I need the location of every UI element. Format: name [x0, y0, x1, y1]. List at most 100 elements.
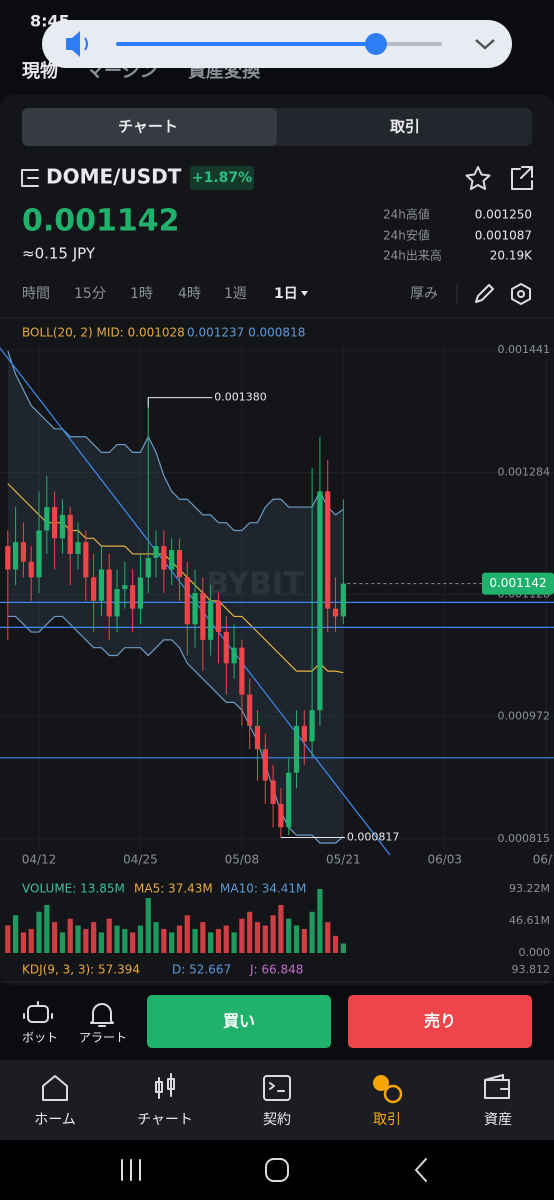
tab-spot[interactable]: 現物: [22, 60, 58, 82]
favorite-icon[interactable]: [465, 166, 491, 190]
trade-icon[interactable]: [373, 1075, 389, 1091]
candle-body: [106, 569, 112, 617]
candle-body: [286, 772, 292, 828]
slider-knob[interactable]: [365, 33, 387, 55]
candle-body: [262, 749, 268, 781]
volume-bar: [325, 922, 331, 953]
kdj-label: KDJ(9, 3, 3): 57.394: [22, 963, 140, 977]
candle-body: [13, 542, 19, 570]
share-icon[interactable]: [511, 166, 533, 190]
pair-symbol[interactable]: DOME/USDT: [46, 165, 182, 189]
candle-body: [67, 514, 73, 554]
sell-button[interactable]: [348, 995, 532, 1048]
volume-tick-label: 0.000: [519, 946, 551, 959]
candle-body: [184, 577, 190, 625]
alert-button[interactable]: アラート: [79, 1003, 127, 1045]
bot-button[interactable]: ボット: [22, 1001, 58, 1045]
kdj-j: J: 66.848: [249, 963, 303, 977]
candle-body: [278, 803, 284, 828]
volume-bar: [223, 925, 229, 953]
segment-selected[interactable]: [22, 108, 277, 146]
candle-body: [223, 632, 229, 664]
candle-body: [208, 600, 214, 640]
interval[interactable]: 1週: [224, 286, 247, 302]
kdj-d: D: 52.667: [172, 963, 231, 977]
ma10-label: MA10: 34.41M: [220, 882, 306, 896]
assets-icon[interactable]: [484, 1074, 510, 1099]
volume-bar: [270, 915, 276, 953]
volume-bar: [247, 911, 253, 953]
contract-icon-detail: [269, 1082, 285, 1092]
candle-body: [301, 725, 307, 742]
y-tick-label: 0.001284: [498, 466, 551, 479]
nav-item[interactable]: 資産: [484, 1112, 512, 1128]
volume-bar: [161, 928, 167, 953]
volume-bar: [231, 932, 237, 953]
draw-icon[interactable]: [475, 284, 494, 303]
nav-item[interactable]: チャート: [137, 1112, 193, 1128]
candle-body: [176, 550, 183, 578]
stat-value: 0.001087: [475, 229, 532, 243]
volume-bar: [75, 925, 81, 953]
sell-label[interactable]: 売り: [424, 1012, 456, 1031]
volume-bar: [5, 925, 11, 953]
volume-bar: [317, 889, 323, 953]
expand-icon[interactable]: [475, 39, 495, 50]
segment-trade[interactable]: 取引: [390, 118, 420, 136]
candle-body: [44, 507, 50, 531]
volume-bar: [176, 925, 183, 953]
buy-button[interactable]: [147, 995, 331, 1048]
volume-bar: [286, 918, 292, 953]
dropdown-icon: [301, 291, 308, 296]
x-tick-label: 05/21: [326, 853, 361, 867]
volume-bar: [137, 925, 144, 953]
volume-bar: [200, 922, 206, 953]
annotation: 0.001380: [214, 391, 267, 404]
interval[interactable]: 4時: [178, 286, 201, 302]
nav-item-selected[interactable]: 取引: [373, 1112, 401, 1128]
volume-bar: [59, 932, 66, 953]
chart-icon[interactable]: [155, 1073, 175, 1099]
volume-bar: [208, 932, 214, 953]
buy-label[interactable]: 買い: [223, 1012, 255, 1031]
candle-body: [317, 491, 323, 711]
nav-item[interactable]: ホーム: [34, 1112, 76, 1128]
y-tick-label: 0.000972: [498, 709, 551, 722]
watermark: BYBIT: [206, 567, 304, 602]
volume-bar: [184, 915, 190, 953]
volume-bar: [83, 928, 89, 953]
price-tag-label: 0.001142: [489, 576, 546, 590]
candle-body: [145, 557, 151, 578]
candle-body: [239, 647, 245, 695]
candle-body: [59, 514, 66, 539]
depth[interactable]: 厚み: [410, 286, 438, 302]
volume-bar: [52, 922, 58, 953]
volume-bar: [122, 928, 128, 953]
stat-value: 0.001250: [475, 208, 532, 222]
x-tick-label: 04/12: [22, 853, 57, 867]
interval-selected[interactable]: 1日: [274, 286, 298, 302]
candle-body: [20, 542, 27, 562]
back-button[interactable]: [415, 1158, 427, 1182]
volume-bar: [91, 922, 97, 953]
volume-bar: [169, 932, 175, 953]
settings-icon[interactable]: [511, 283, 531, 305]
candle-body: [169, 550, 175, 570]
interval[interactable]: 1時: [130, 286, 153, 302]
nav-item[interactable]: 契約: [263, 1112, 291, 1128]
recents-button[interactable]: [121, 1159, 141, 1181]
candle-body: [332, 608, 339, 617]
segment-chart[interactable]: チャート: [118, 118, 178, 136]
home-button[interactable]: [265, 1158, 289, 1182]
candle-body: [52, 507, 58, 539]
interval[interactable]: 15分: [74, 286, 106, 302]
home-icon[interactable]: [42, 1075, 68, 1101]
alert-label: アラート: [79, 1031, 127, 1045]
interval[interactable]: 時間: [22, 286, 50, 302]
stat-label: 24h安値: [383, 228, 430, 243]
band-fill: [7, 350, 344, 843]
volume-overlay[interactable]: [42, 20, 512, 68]
contract-icon[interactable]: [263, 1075, 291, 1101]
menu-icon[interactable]: [21, 169, 39, 187]
